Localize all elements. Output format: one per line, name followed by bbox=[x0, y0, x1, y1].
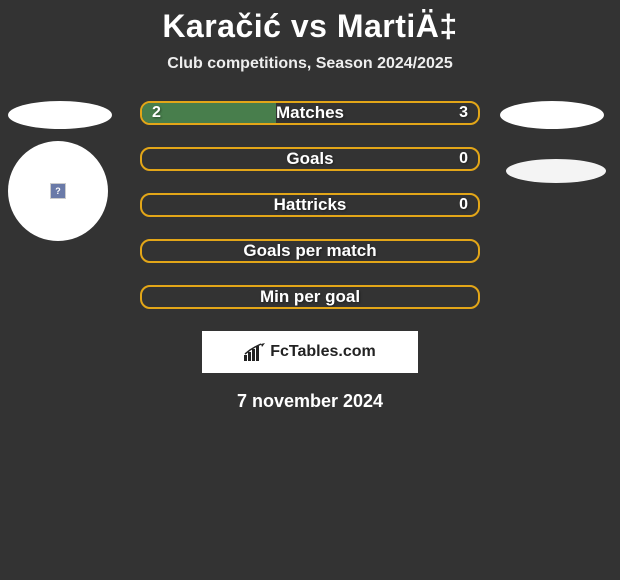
comparison-card: Karačić vs MartiÄ‡ Club competitions, Se… bbox=[0, 0, 620, 412]
bar-right-value: 3 bbox=[459, 104, 468, 122]
avatar-ellipse-right-2 bbox=[506, 159, 606, 183]
stat-bar-hattricks: 0Hattricks bbox=[140, 193, 480, 217]
logo-box[interactable]: FcTables.com bbox=[202, 331, 418, 373]
subtitle: Club competitions, Season 2024/2025 bbox=[0, 55, 620, 73]
left-player-avatars: ? bbox=[8, 101, 120, 241]
main-area: ? 23Matches0Goals0HattricksGoals per mat… bbox=[0, 101, 620, 412]
page-title: Karačić vs MartiÄ‡ bbox=[0, 8, 620, 45]
bar-track: 0Goals bbox=[140, 147, 480, 171]
placeholder-icon-glyph: ? bbox=[55, 186, 61, 196]
bar-right-value: 0 bbox=[459, 196, 468, 214]
bar-label: Min per goal bbox=[142, 287, 478, 307]
right-player-avatars bbox=[500, 101, 612, 183]
avatar-ellipse-right-1 bbox=[500, 101, 604, 129]
stat-bar-goals: 0Goals bbox=[140, 147, 480, 171]
logo-inner: FcTables.com bbox=[244, 343, 376, 361]
stat-bars: 23Matches0Goals0HattricksGoals per match… bbox=[140, 101, 480, 309]
stat-bar-min-per-goal: Min per goal bbox=[140, 285, 480, 309]
bar-right-value: 0 bbox=[459, 150, 468, 168]
bar-track: 23Matches bbox=[140, 101, 480, 125]
bar-label: Hattricks bbox=[142, 195, 478, 215]
bar-track: Goals per match bbox=[140, 239, 480, 263]
logo-text: FcTables.com bbox=[270, 343, 376, 361]
date-text: 7 november 2024 bbox=[0, 391, 620, 412]
avatar-ellipse-left-1 bbox=[8, 101, 112, 129]
bar-left-value: 2 bbox=[152, 104, 161, 122]
bar-track: Min per goal bbox=[140, 285, 480, 309]
stat-bar-goals-per-match: Goals per match bbox=[140, 239, 480, 263]
avatar-circle-left: ? bbox=[8, 141, 108, 241]
placeholder-icon: ? bbox=[50, 183, 66, 199]
bar-track: 0Hattricks bbox=[140, 193, 480, 217]
bar-fill bbox=[142, 103, 276, 123]
bar-label: Goals bbox=[142, 149, 478, 169]
stat-bar-matches: 23Matches bbox=[140, 101, 480, 125]
chart-icon bbox=[244, 343, 266, 361]
bar-label: Goals per match bbox=[142, 241, 478, 261]
